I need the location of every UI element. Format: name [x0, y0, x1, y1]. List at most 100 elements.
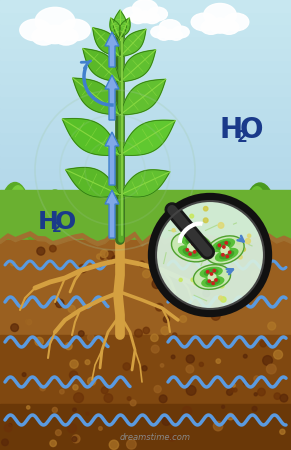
Circle shape	[127, 440, 136, 449]
Circle shape	[211, 311, 220, 320]
Circle shape	[186, 249, 189, 251]
Circle shape	[73, 385, 78, 390]
Circle shape	[151, 345, 159, 353]
Bar	[0, 48, 291, 60]
Circle shape	[99, 427, 102, 430]
Ellipse shape	[42, 25, 68, 44]
Circle shape	[123, 363, 130, 370]
Circle shape	[227, 389, 233, 396]
Ellipse shape	[219, 198, 232, 229]
Bar	[0, 36, 291, 48]
Circle shape	[159, 395, 167, 403]
Bar	[0, 216, 291, 228]
Circle shape	[238, 306, 246, 315]
Circle shape	[227, 413, 234, 420]
FancyArrow shape	[105, 190, 119, 238]
Circle shape	[260, 341, 267, 347]
Text: 2: 2	[52, 221, 62, 235]
Ellipse shape	[204, 4, 236, 26]
Circle shape	[274, 393, 281, 400]
Ellipse shape	[205, 202, 225, 242]
Ellipse shape	[216, 248, 238, 261]
Ellipse shape	[267, 211, 277, 236]
Ellipse shape	[191, 13, 217, 31]
Circle shape	[246, 322, 254, 329]
Ellipse shape	[67, 200, 79, 230]
FancyArrow shape	[105, 132, 119, 185]
Circle shape	[52, 407, 57, 413]
Circle shape	[226, 255, 228, 258]
Ellipse shape	[3, 206, 13, 234]
Circle shape	[219, 296, 222, 300]
Circle shape	[205, 261, 214, 270]
Circle shape	[212, 282, 214, 284]
Ellipse shape	[123, 7, 142, 21]
Circle shape	[213, 422, 223, 431]
Bar	[0, 132, 291, 144]
Polygon shape	[62, 119, 120, 155]
Circle shape	[10, 261, 15, 266]
Circle shape	[213, 270, 216, 272]
Ellipse shape	[20, 19, 51, 41]
Circle shape	[280, 394, 288, 402]
Polygon shape	[83, 49, 120, 82]
Circle shape	[280, 429, 285, 434]
Circle shape	[14, 297, 24, 306]
Ellipse shape	[157, 31, 171, 40]
Polygon shape	[66, 167, 120, 197]
Circle shape	[221, 405, 225, 409]
Bar	[0, 168, 291, 180]
Ellipse shape	[54, 28, 78, 45]
Circle shape	[203, 218, 208, 223]
Circle shape	[139, 261, 145, 267]
Circle shape	[218, 223, 224, 228]
Circle shape	[192, 243, 194, 245]
Ellipse shape	[201, 20, 221, 34]
Circle shape	[237, 240, 241, 244]
Ellipse shape	[235, 201, 249, 233]
Circle shape	[11, 324, 19, 332]
Ellipse shape	[188, 243, 196, 251]
Circle shape	[240, 292, 247, 299]
Circle shape	[154, 386, 161, 393]
Circle shape	[244, 302, 250, 308]
Ellipse shape	[132, 0, 158, 17]
Bar	[0, 0, 291, 12]
Circle shape	[161, 327, 169, 335]
Ellipse shape	[219, 20, 239, 34]
Ellipse shape	[51, 193, 65, 228]
Circle shape	[88, 334, 94, 341]
Ellipse shape	[31, 199, 45, 231]
Bar	[0, 144, 291, 156]
Circle shape	[258, 388, 265, 396]
Bar	[0, 84, 291, 96]
Ellipse shape	[206, 279, 219, 285]
Circle shape	[79, 331, 84, 337]
Bar	[0, 12, 291, 24]
Bar	[0, 96, 291, 108]
Circle shape	[186, 386, 196, 395]
Circle shape	[203, 207, 208, 211]
Bar	[0, 180, 291, 192]
Circle shape	[258, 323, 261, 326]
Circle shape	[100, 250, 108, 257]
Circle shape	[238, 255, 242, 259]
Circle shape	[206, 277, 211, 281]
Polygon shape	[93, 28, 120, 57]
Circle shape	[180, 315, 187, 322]
Bar	[0, 334, 291, 450]
Ellipse shape	[217, 196, 239, 240]
Circle shape	[26, 406, 30, 409]
Circle shape	[267, 364, 276, 374]
Circle shape	[203, 290, 210, 297]
Circle shape	[264, 280, 272, 288]
Circle shape	[199, 362, 203, 366]
Ellipse shape	[159, 20, 181, 35]
Circle shape	[251, 270, 261, 280]
Circle shape	[203, 281, 208, 286]
Circle shape	[248, 234, 251, 237]
Ellipse shape	[148, 7, 167, 21]
Circle shape	[101, 256, 104, 260]
Circle shape	[174, 252, 183, 261]
Circle shape	[22, 373, 26, 377]
